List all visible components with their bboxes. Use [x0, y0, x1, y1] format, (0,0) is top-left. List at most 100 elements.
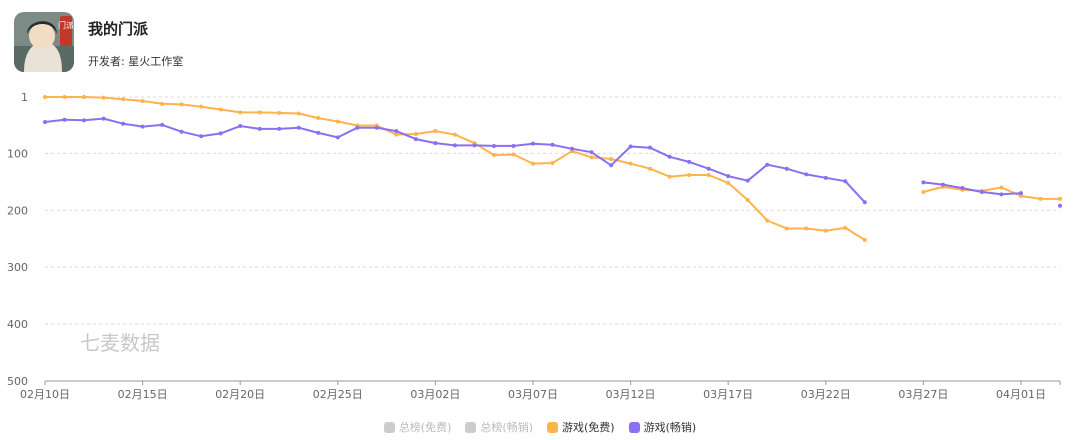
data-point[interactable] [257, 110, 262, 115]
data-point[interactable] [140, 98, 145, 103]
data-point[interactable] [570, 146, 575, 151]
data-point[interactable] [726, 174, 731, 179]
data-point[interactable] [530, 161, 535, 166]
data-point[interactable] [609, 163, 614, 168]
data-point[interactable] [628, 161, 633, 166]
legend-item[interactable]: 游戏(免费) [547, 419, 615, 435]
data-point[interactable] [511, 152, 516, 157]
data-point[interactable] [43, 95, 47, 99]
data-point[interactable] [452, 143, 457, 148]
app-icon[interactable]: 门派 [14, 12, 74, 72]
data-point[interactable] [589, 155, 594, 160]
legend-item[interactable]: 总榜(畅销) [465, 419, 533, 435]
data-point[interactable] [979, 190, 984, 195]
data-point[interactable] [648, 145, 653, 150]
data-point[interactable] [960, 186, 965, 191]
legend-item[interactable]: 游戏(畅销) [628, 419, 696, 435]
data-point[interactable] [511, 143, 516, 148]
data-point[interactable] [999, 185, 1004, 190]
data-point[interactable] [999, 192, 1004, 197]
data-point[interactable] [589, 150, 594, 155]
data-point[interactable] [160, 122, 165, 127]
data-point[interactable] [452, 132, 457, 137]
data-point[interactable] [433, 141, 438, 146]
data-point[interactable] [62, 95, 67, 99]
data-point[interactable] [82, 95, 87, 99]
data-point[interactable] [296, 125, 301, 130]
data-point[interactable] [218, 131, 223, 136]
data-point[interactable] [394, 129, 399, 134]
data-point[interactable] [706, 172, 711, 177]
data-point[interactable] [745, 198, 750, 203]
data-point[interactable] [784, 226, 789, 231]
data-point[interactable] [472, 143, 477, 148]
data-point[interactable] [1038, 196, 1043, 201]
data-point[interactable] [374, 125, 379, 130]
data-point[interactable] [296, 111, 301, 116]
data-point[interactable] [43, 120, 47, 125]
data-point[interactable] [1018, 191, 1023, 196]
data-point[interactable] [277, 110, 282, 115]
data-point[interactable] [667, 174, 672, 179]
data-point[interactable] [394, 132, 399, 137]
data-point[interactable] [433, 129, 438, 134]
data-point[interactable] [238, 110, 243, 115]
data-point[interactable] [530, 141, 535, 146]
legend-item[interactable]: 总榜(免费) [383, 419, 451, 435]
data-point[interactable] [316, 130, 321, 135]
data-point[interactable] [335, 119, 340, 124]
data-point[interactable] [101, 116, 106, 121]
data-point[interactable] [101, 95, 106, 100]
data-point[interactable] [628, 144, 633, 149]
data-point[interactable] [940, 182, 945, 187]
data-point[interactable] [745, 178, 750, 183]
data-point[interactable] [609, 157, 614, 162]
data-point[interactable] [199, 104, 204, 109]
data-point[interactable] [179, 102, 184, 107]
data-point[interactable] [218, 107, 223, 112]
data-point[interactable] [1058, 196, 1062, 201]
data-point[interactable] [413, 131, 418, 136]
data-point[interactable] [62, 117, 67, 122]
data-point[interactable] [862, 200, 867, 205]
data-point[interactable] [921, 180, 926, 185]
data-point[interactable] [160, 101, 165, 106]
data-point[interactable] [121, 121, 126, 126]
data-point[interactable] [823, 228, 828, 233]
data-point[interactable] [843, 179, 848, 184]
data-point[interactable] [706, 166, 711, 171]
data-point[interactable] [491, 143, 496, 148]
data-point[interactable] [179, 129, 184, 134]
data-point[interactable] [355, 125, 360, 130]
data-point[interactable] [862, 237, 867, 242]
data-point[interactable] [82, 118, 87, 123]
data-point[interactable] [726, 180, 731, 185]
data-point[interactable] [784, 166, 789, 171]
data-point[interactable] [843, 225, 848, 230]
data-point[interactable] [687, 172, 692, 177]
data-point[interactable] [491, 153, 496, 158]
data-point[interactable] [316, 116, 321, 121]
data-point[interactable] [121, 97, 126, 102]
data-point[interactable] [277, 126, 282, 131]
data-point[interactable] [550, 161, 555, 166]
data-point[interactable] [804, 172, 809, 177]
data-point[interactable] [687, 159, 692, 164]
data-point[interactable] [823, 175, 828, 180]
data-point[interactable] [413, 137, 418, 142]
data-point[interactable] [335, 135, 340, 140]
data-point[interactable] [921, 190, 926, 195]
data-point[interactable] [765, 218, 770, 223]
data-point[interactable] [1058, 203, 1062, 208]
data-point[interactable] [667, 154, 672, 159]
data-point[interactable] [257, 126, 262, 131]
data-point[interactable] [199, 134, 204, 139]
data-point[interactable] [550, 142, 555, 147]
data-point[interactable] [648, 166, 653, 171]
data-point[interactable] [804, 226, 809, 231]
data-point[interactable] [140, 124, 145, 129]
data-point[interactable] [1018, 194, 1023, 199]
data-point[interactable] [765, 162, 770, 167]
data-point[interactable] [238, 124, 243, 129]
